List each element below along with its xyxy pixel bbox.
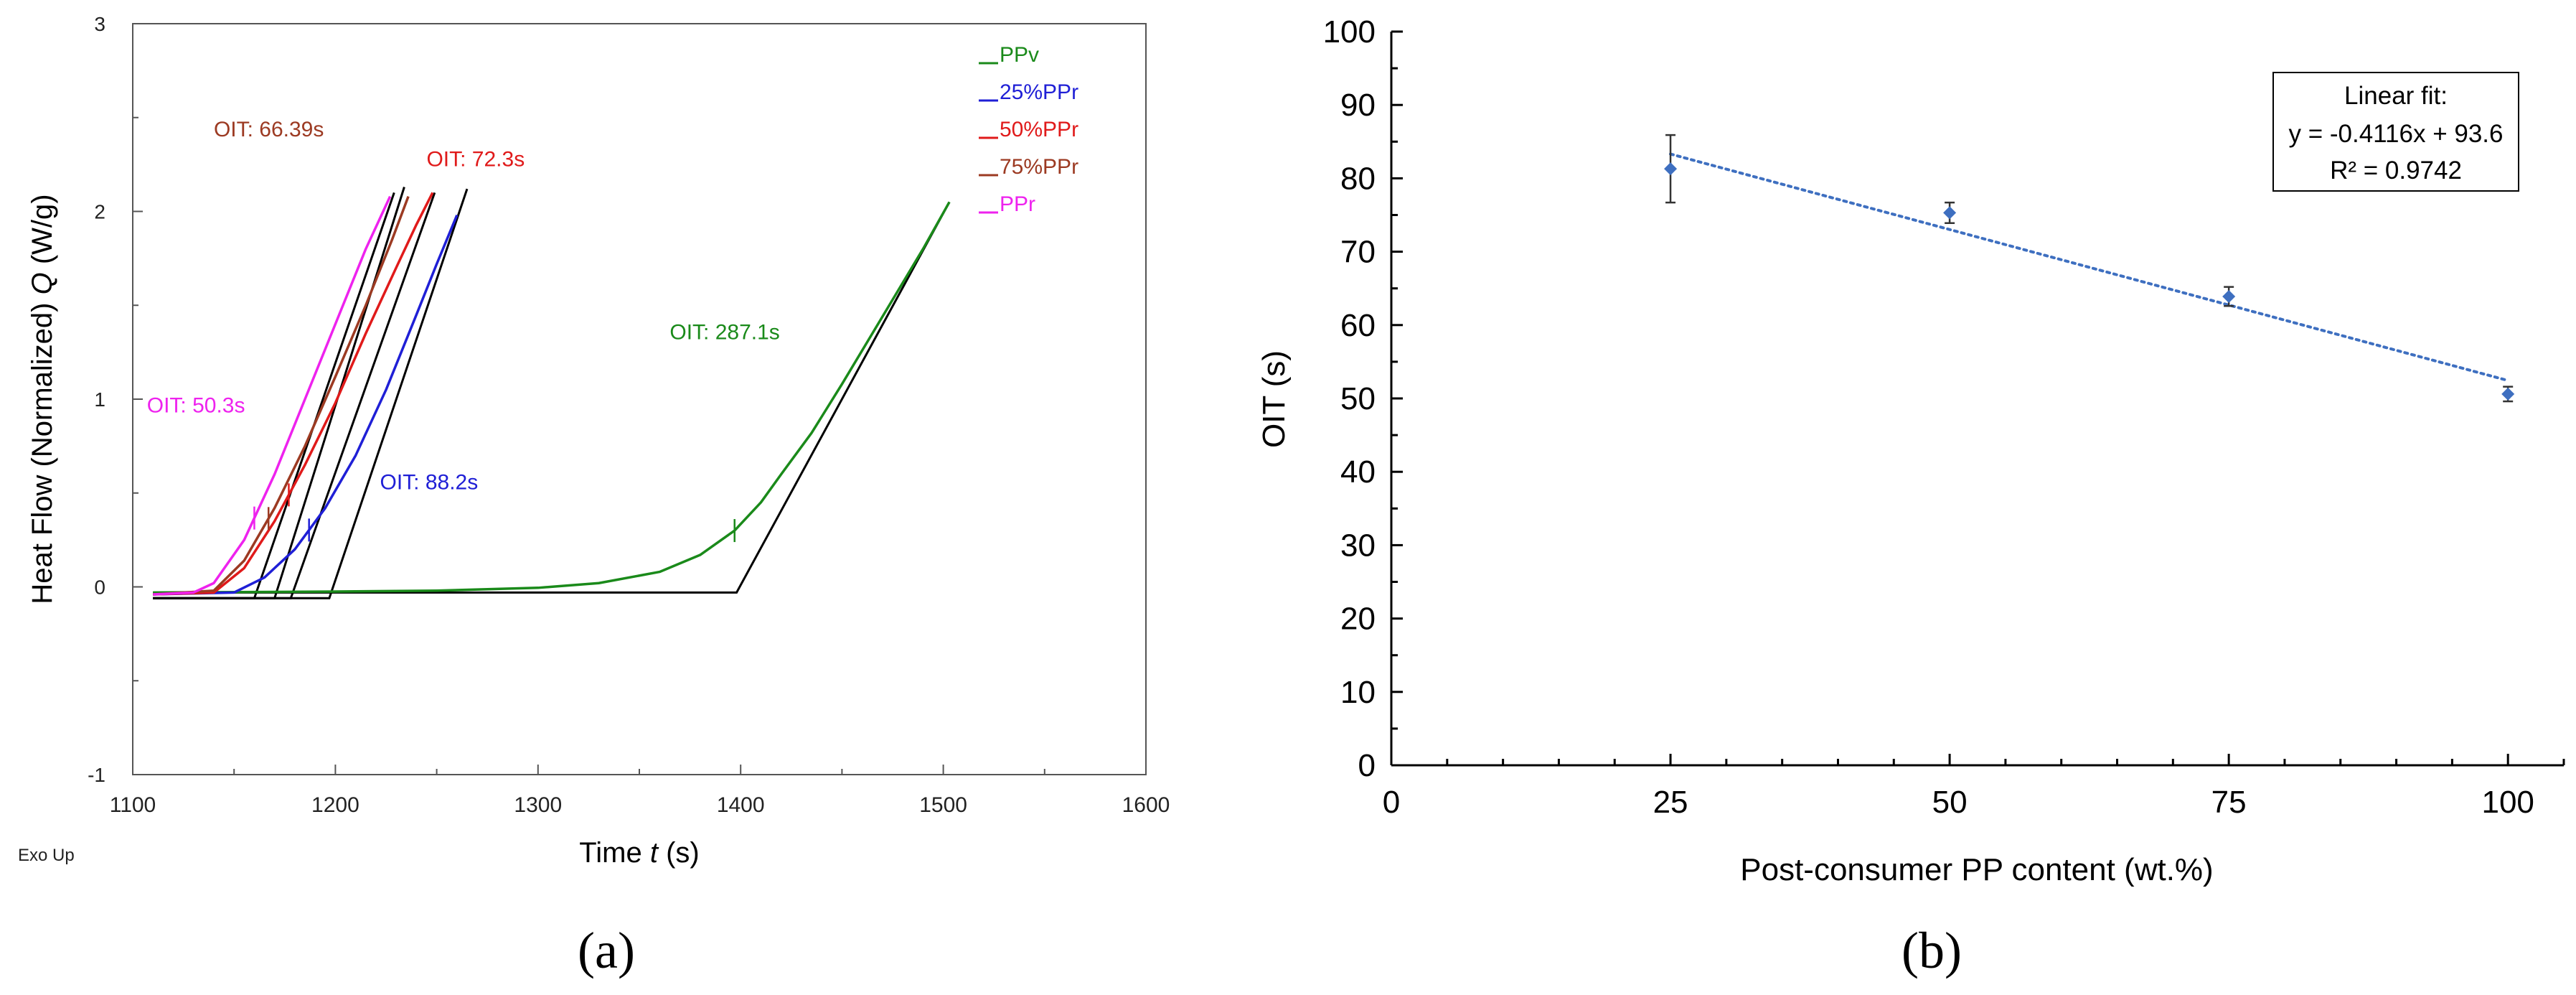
panel-a-y-tick-label: -1	[88, 764, 105, 786]
panel-b-x-tick-label: 50	[1932, 785, 1968, 820]
fit-box-r2: R² = 0.9742	[2330, 157, 2462, 184]
fit-box-frame	[2272, 72, 2519, 192]
panel-b-x-tick-label: 0	[1383, 785, 1400, 820]
panel-a-x-axis-var: t	[650, 837, 659, 869]
oit-annotation: OIT: 66.39s	[214, 118, 324, 141]
tangent-line	[153, 192, 395, 599]
panel-a-annotations: OIT: 287.1s OIT: 88.2s OIT: 72.3s OIT: 66.3…	[147, 118, 780, 495]
series-line-ppr	[153, 195, 392, 596]
panel-a-tangent-lines	[153, 187, 951, 599]
panel-a-x-axis-title: Time t (s)	[579, 837, 699, 869]
panel-a-x-tick-label: 1400	[717, 793, 765, 817]
panel-b-y-tick-label: 20	[1340, 602, 1376, 637]
panel-b-y-tick-label: 50	[1340, 381, 1376, 416]
panel-a-legend: PPv 25%PPr 50%PPr 75%PPr PPr	[979, 43, 1078, 216]
panel-b-points	[1664, 134, 2515, 403]
fit-box: Linear fit: y = -0.4116x + 93.6 R² = 0.9…	[2272, 72, 2519, 192]
panel-a-x-tick-label: 1600	[1122, 793, 1170, 817]
panel-a-x-axis: 1100 1200 1300 1400 1500 1600	[110, 765, 1170, 817]
panel-a-y-axis-var: Q	[27, 272, 58, 294]
panel-a-x-axis-unit: (s)	[666, 837, 700, 869]
panel-a-y-tick-label: 3	[94, 13, 105, 35]
panel-a-caption: (a)	[578, 922, 635, 979]
exo-up-note: Exo Up	[18, 846, 75, 865]
panel-a-x-tick-label: 1500	[919, 793, 967, 817]
panel-b-y-tick-label: 60	[1340, 308, 1376, 343]
legend-label: 25%PPr	[1000, 80, 1078, 104]
linear-fit-line	[1669, 152, 2510, 383]
panel-a-y-tick-label: 1	[94, 388, 105, 411]
panel-a-y-tick-label: 0	[94, 576, 105, 599]
panel-a-y-tick-label: 2	[94, 201, 105, 223]
panel-b-caption: (b)	[1902, 922, 1962, 979]
panel-b-x-axis: 0 25 50 75 100	[1383, 754, 2565, 820]
panel-b-y-tick-label: 10	[1340, 675, 1376, 710]
series-line-75-ppr	[153, 195, 410, 596]
series-line-25-ppr	[153, 215, 459, 596]
data-point	[2501, 387, 2515, 401]
panel-b-x-tick-label: 25	[1653, 785, 1688, 820]
series-line-50-ppr	[153, 192, 434, 596]
legend-label: 50%PPr	[1000, 118, 1078, 141]
tangent-line	[153, 201, 951, 594]
oit-annotation: OIT: 72.3s	[426, 148, 525, 172]
panel-b-x-tick-label: 100	[2481, 785, 2534, 820]
panel-a-series	[153, 192, 951, 596]
panel-b-y-tick-label: 100	[1323, 14, 1376, 50]
oit-annotation: OIT: 88.2s	[380, 471, 479, 495]
panel-a-y-axis-title: Heat Flow (Normalized) Q (W/g)	[27, 194, 58, 604]
legend-label: 75%PPr	[1000, 155, 1078, 179]
panel-a-x-tick-label: 1300	[514, 793, 562, 817]
panel-b-x-tick-label: 75	[2211, 785, 2247, 820]
panel-a-y-axis-unit: (W/g)	[27, 194, 58, 264]
panel-a-x-tick-label: 1100	[110, 793, 156, 817]
panel-b-y-axis-title: OIT (s)	[1256, 350, 1292, 448]
panel-b-y-tick-label: 70	[1340, 235, 1376, 270]
data-point	[2222, 289, 2236, 303]
fit-box-title: Linear fit:	[2344, 82, 2448, 110]
panel-a-y-axis: -1 0 1 2 3	[88, 13, 143, 786]
series-line-ppv	[153, 201, 951, 594]
oit-annotation: OIT: 287.1s	[669, 320, 779, 344]
data-point	[1664, 162, 1678, 176]
legend-label: PPr	[1000, 192, 1035, 216]
panel-b-trendline	[1669, 152, 2510, 383]
panel-b-y-tick-label: 80	[1340, 161, 1376, 196]
panel-a-x-axis-label: Time	[579, 837, 641, 869]
panel-a-dsc-chart: -1 0 1 2 3 1100 1200 1300 1400 1500 1600 OIT: 287…	[18, 13, 1170, 979]
panel-b-y-axis: 0 10 20 30 40 50 60 70 80 90 100	[1323, 14, 1403, 783]
panel-b-y-tick-label: 90	[1340, 88, 1376, 123]
fit-box-equation: y = -0.4116x + 93.6	[2288, 120, 2503, 148]
panel-a-x-tick-label: 1200	[311, 793, 359, 817]
data-point	[1943, 206, 1957, 220]
panel-b-oit-chart: 0 10 20 30 40 50 60 70 80 90 100 0 25 50 75 100 Linear…	[1256, 14, 2565, 979]
panel-b-x-axis-title: Post-consumer PP content (wt.%)	[1740, 852, 2213, 887]
oit-annotation: OIT: 50.3s	[147, 393, 245, 417]
panel-b-y-tick-label: 0	[1358, 748, 1376, 783]
panel-a-y-axis-label: Heat Flow (Normalized)	[27, 303, 58, 604]
panel-b-y-tick-label: 40	[1340, 454, 1376, 490]
panel-b-y-tick-label: 30	[1340, 528, 1376, 563]
legend-label: PPv	[1000, 43, 1039, 67]
